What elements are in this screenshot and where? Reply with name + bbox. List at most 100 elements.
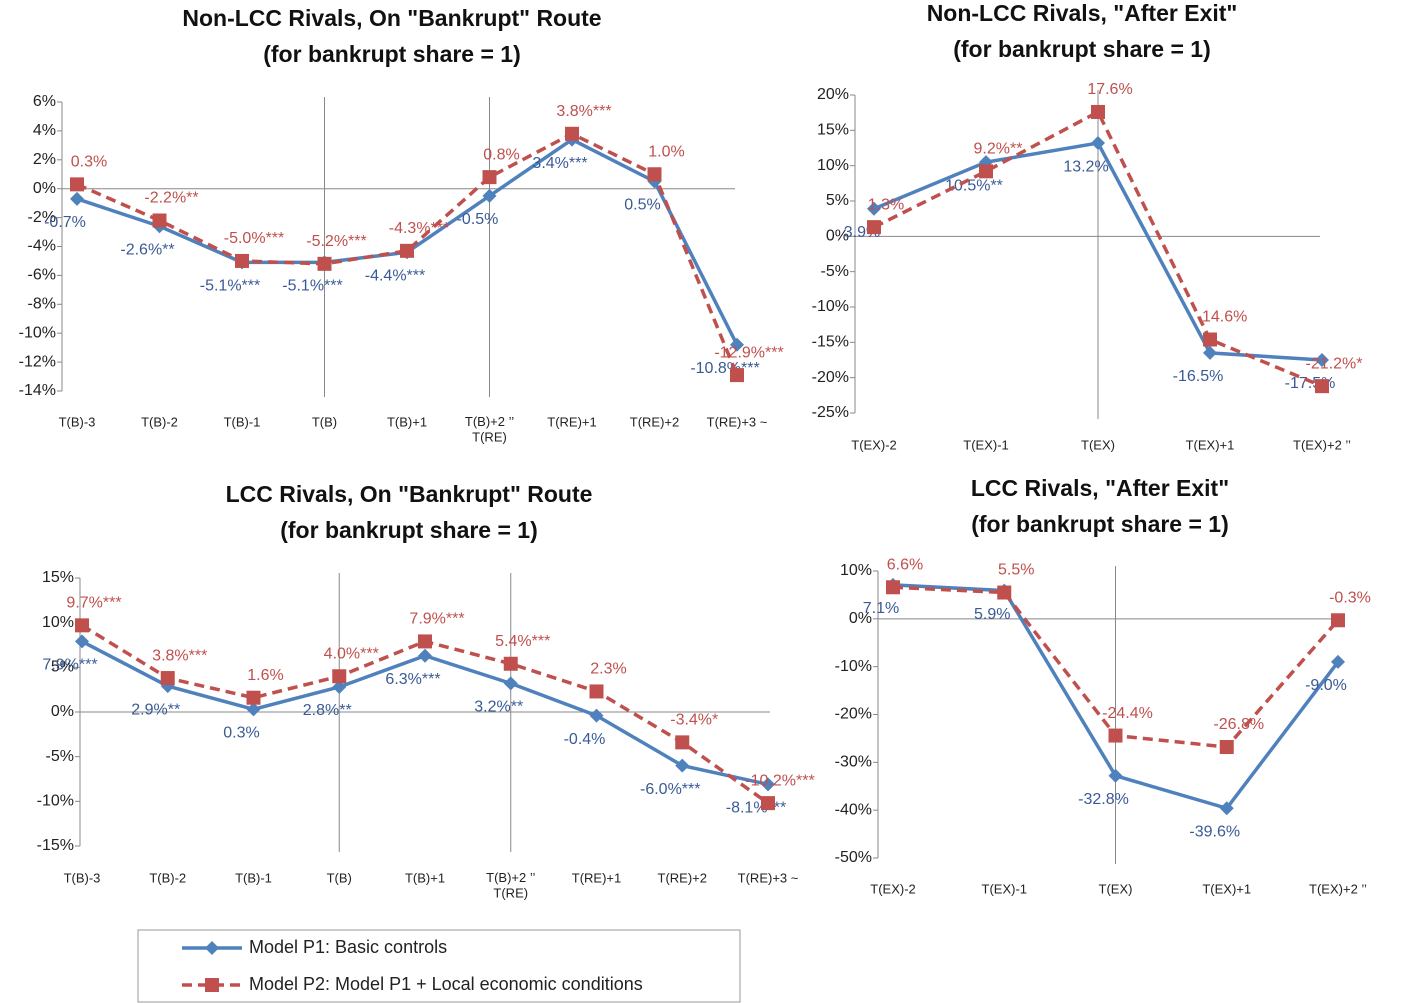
value-label: -5.1%*** [282, 278, 342, 295]
x-tick-label: T(EX) [1099, 881, 1133, 896]
legend-marker [205, 978, 219, 992]
y-tick-label: -15% [37, 837, 74, 854]
value-label: 3.4%*** [532, 155, 587, 172]
value-label: 3.2%** [474, 699, 523, 716]
marker [235, 253, 249, 268]
marker [647, 167, 662, 182]
value-label: -0.7% [44, 214, 86, 231]
series-line [76, 131, 739, 376]
y-tick-label: -12% [19, 353, 56, 370]
value-label: 2.9%** [131, 701, 180, 718]
y-tick-label: 4% [33, 122, 56, 139]
y-tick-label: -20% [812, 369, 849, 386]
marker [482, 170, 497, 185]
marker [730, 337, 744, 352]
chart-subtitle: (for bankrupt share = 1) [263, 41, 521, 67]
value-label: 6.3%*** [385, 671, 440, 688]
value-label: 1.0% [648, 143, 684, 160]
marker [160, 671, 175, 686]
marker [503, 676, 518, 691]
legend-marker [205, 941, 219, 955]
y-tick-label: -5% [46, 748, 74, 765]
y-tick-label: -4% [28, 238, 56, 255]
value-label: -4.4%*** [365, 267, 425, 284]
chart-title: LCC Rivals, "After Exit" [971, 475, 1229, 501]
x-tick-label: T(B)-2 [141, 414, 178, 429]
y-tick-label: -20% [835, 706, 872, 723]
value-label: 17.6% [1087, 81, 1132, 98]
value-label: 0.3% [223, 725, 259, 742]
marker [675, 758, 690, 773]
y-tick-label: -8% [28, 296, 56, 313]
y-tick-label: -10% [19, 324, 56, 341]
y-tick-label: 0% [51, 703, 74, 720]
x-tick-label: T(B)-3 [59, 414, 96, 429]
marker [1108, 768, 1123, 783]
x-tick-label: T(B)+2 ’’ T(RE) [486, 870, 535, 901]
value-label: 2.3% [590, 661, 626, 678]
marker [246, 690, 261, 705]
marker [75, 618, 89, 633]
value-label: -26.8% [1213, 716, 1264, 733]
y-tick-label: -50% [835, 849, 872, 866]
marker [418, 634, 432, 649]
x-tick-label: T(RE)+3 ~ [738, 870, 799, 885]
marker [1219, 801, 1234, 816]
y-tick-label: -25% [812, 404, 849, 421]
x-tick-label: T(RE)+2 [658, 870, 707, 885]
value-label: 0.3% [71, 154, 107, 171]
x-tick-label: T(EX)-1 [982, 881, 1028, 896]
value-label: -39.6% [1189, 823, 1240, 840]
value-label: -0.5% [457, 211, 499, 228]
y-tick-label: 0% [33, 180, 56, 197]
x-tick-label: T(EX)+1 [1186, 437, 1235, 452]
legend-label: Model P1: Basic controls [249, 937, 447, 957]
value-label: -4.3%*** [389, 220, 449, 237]
marker [418, 648, 432, 663]
value-label: 5.4%*** [495, 633, 550, 650]
value-label: 9.7%*** [66, 595, 121, 612]
value-label: 0.5% [624, 197, 660, 214]
y-tick-label: 20% [817, 86, 849, 103]
x-tick-label: T(B)-2 [149, 870, 186, 885]
value-label: 5.9% [974, 606, 1010, 623]
y-tick-label: 15% [42, 569, 74, 586]
value-label: -14.6% [1197, 309, 1248, 326]
marker [1315, 353, 1329, 367]
value-label: 6.6% [887, 556, 923, 573]
y-tick-label: 0% [849, 610, 872, 627]
value-label: -24.4% [1102, 705, 1153, 722]
marker [400, 243, 414, 258]
y-tick-label: 5% [826, 192, 849, 209]
value-label: 7.1% [863, 600, 899, 617]
chart-title: LCC Rivals, On "Bankrupt" Route [226, 481, 593, 507]
chart-subtitle: (for bankrupt share = 1) [280, 517, 538, 543]
value-label: -32.8% [1078, 791, 1129, 808]
value-label: 9.2%** [974, 141, 1023, 158]
value-label: -5.1%*** [200, 278, 260, 295]
value-label: -5.2%*** [306, 233, 366, 250]
marker [1091, 136, 1105, 151]
value-label: -10.8%*** [690, 360, 759, 377]
marker [565, 126, 579, 141]
x-tick-label: T(RE)+3 ~ [707, 414, 768, 429]
y-tick-label: 5% [51, 659, 74, 676]
value-label: 1.6% [247, 667, 283, 684]
marker [979, 164, 993, 179]
chart-subtitle: (for bankrupt share = 1) [953, 36, 1211, 62]
y-tick-label: -30% [835, 754, 872, 771]
value-label: 7.9%*** [42, 657, 97, 674]
chart-subtitle: (for bankrupt share = 1) [971, 511, 1229, 537]
marker [1108, 728, 1123, 743]
marker [675, 735, 690, 750]
x-tick-label: T(EX)+2 ’’ [1293, 437, 1351, 452]
marker [589, 708, 604, 723]
series-line [873, 109, 1323, 388]
x-tick-label: T(EX)-1 [963, 437, 1009, 452]
y-tick-label: 10% [42, 614, 74, 631]
x-tick-label: T(B)+2 ’’ T(RE) [465, 414, 514, 445]
x-tick-label: T(EX)-2 [870, 881, 916, 896]
y-tick-label: -2% [28, 209, 56, 226]
